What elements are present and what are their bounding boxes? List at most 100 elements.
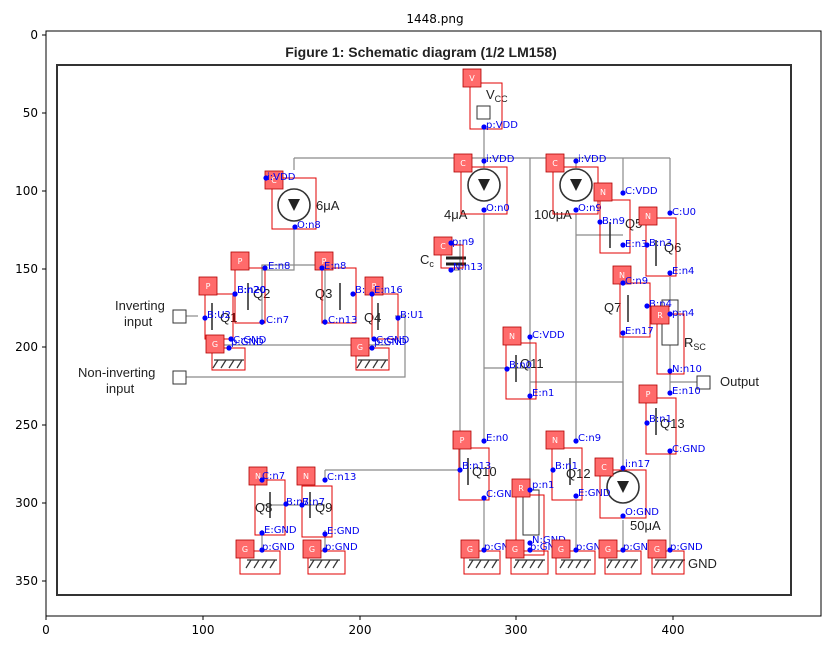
x-axis: 0 100 200 300 400 <box>42 616 684 637</box>
pin-dot <box>369 291 375 297</box>
pin-dot <box>481 438 487 444</box>
component-tag-label: C <box>271 176 277 185</box>
pin-label: B:U2 <box>207 310 231 321</box>
component-tag-badge <box>505 539 525 559</box>
component-tag-label: P <box>206 282 211 291</box>
component-tag-label: G <box>212 340 218 349</box>
y-tick-label: 0 <box>30 28 38 42</box>
pin-dot <box>371 336 377 342</box>
pin-label: C:GND <box>376 335 410 346</box>
output-label: Output <box>720 374 759 389</box>
component-tag-label: N <box>303 472 309 481</box>
component-tag-badge <box>296 466 316 486</box>
pin-dot <box>262 265 268 271</box>
pin-label: E:n17 <box>625 326 654 337</box>
component-tag-badge <box>433 236 453 256</box>
pin-dot <box>667 390 673 396</box>
bounding-box <box>599 199 631 254</box>
component-tag-label: P <box>238 257 243 266</box>
component-tag-badge <box>593 182 613 202</box>
pin-dot <box>620 280 626 286</box>
pin-label: C:n13 <box>328 315 357 326</box>
pin-dot <box>202 315 208 321</box>
pin-label: C:GND <box>233 335 267 346</box>
pin-label: E:n0 <box>486 433 508 444</box>
pin-label: B:n9 <box>602 216 625 227</box>
pin-label: C:n7 <box>266 315 289 326</box>
pin-label: B:n20 <box>237 285 266 296</box>
component-tag-label: G <box>357 343 363 352</box>
gnd-label: GND <box>688 556 717 571</box>
component-tag-badge <box>638 206 658 226</box>
pin-dot <box>448 240 454 246</box>
pin-label: O:GND <box>625 507 659 518</box>
pin-label: p:GND <box>576 542 609 553</box>
pin-dot <box>369 345 375 351</box>
pin-dot <box>620 547 626 553</box>
component-tag-badge <box>302 539 322 559</box>
inverting-input-terminal <box>172 309 187 324</box>
pin-dot <box>620 330 626 336</box>
pin-label: E:n10 <box>672 386 701 397</box>
pin-dot <box>481 124 487 130</box>
q4-label: Q4 <box>364 310 381 325</box>
component-cs-6ua: Ci:VDD O:n8 <box>263 170 321 231</box>
component-tag-label: G <box>654 545 660 554</box>
vcc-terminal <box>476 105 491 120</box>
y-axis: 0 50 100 150 200 250 300 350 <box>15 28 46 588</box>
component-tag-label: N <box>509 332 515 341</box>
q3-label: Q3 <box>315 286 332 301</box>
component-q11: N C:VDD B:n0 E:n1 <box>502 326 565 400</box>
y-tick-label: 350 <box>15 574 38 588</box>
pin-label: p:n9 <box>452 237 474 248</box>
component-q12: N C:n9 B:n1 E:GND <box>545 430 611 501</box>
pin-label: N:n13 <box>453 262 483 273</box>
pin-label: N:n10 <box>672 364 702 375</box>
pin-label: B:n4 <box>649 299 672 310</box>
pin-dot <box>481 547 487 553</box>
pin-dot <box>457 467 463 473</box>
pin-label: E:GND <box>327 526 360 537</box>
q11-label: Q11 <box>520 356 544 371</box>
pin-label: E:n3 <box>625 239 647 250</box>
component-tag-badge <box>598 539 618 559</box>
x-tick-label: 200 <box>349 623 372 637</box>
pin-label: i:VDD <box>486 154 515 165</box>
pin-label: E:GND <box>578 488 611 499</box>
pin-dot <box>350 291 356 297</box>
pin-label: E:n8 <box>268 261 290 272</box>
pin-label: C:n9 <box>625 276 648 287</box>
bounding-box <box>551 447 583 501</box>
component-tag-label: C <box>460 159 466 168</box>
pin-dot <box>550 467 556 473</box>
pin-label: p:GND <box>262 542 295 553</box>
x-tick-label: 400 <box>662 623 685 637</box>
axes-frame <box>45 30 822 617</box>
pin-dot <box>259 547 265 553</box>
component-tag-label: C <box>552 159 558 168</box>
component-tag-badge <box>647 539 667 559</box>
pin-dot <box>667 270 673 276</box>
component-annotations: Vp:VDD Ci:VDD O:n8 C i:VDD O:n0 C i:VDD O:n9 N C:V… <box>198 68 706 575</box>
q2-label: Q2 <box>253 286 270 301</box>
pin-dot <box>573 438 579 444</box>
component-tag-badge <box>462 68 482 88</box>
component-tag-badge <box>198 276 218 296</box>
arrow-50ua-icon <box>617 481 629 493</box>
pin-label: C:U0 <box>672 207 696 218</box>
component-tag-label: N <box>645 212 651 221</box>
pin-dot <box>597 219 603 225</box>
component-tag-badge <box>235 539 255 559</box>
x-tick-label: 300 <box>505 623 528 637</box>
pin-label: E:n8 <box>324 261 346 272</box>
pin-dot <box>620 465 626 471</box>
pin-dot <box>322 319 328 325</box>
q7-label: Q7 <box>604 300 621 315</box>
